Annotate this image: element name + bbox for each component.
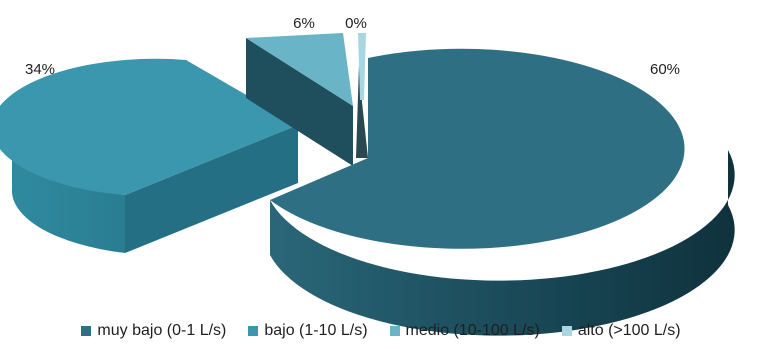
slice-alto (356, 33, 368, 158)
label-medio: 6% (293, 15, 315, 32)
legend-label-bajo: bajo (1-10 L/s) (264, 322, 368, 339)
legend-swatch-muy-bajo (81, 326, 92, 336)
legend-label-alto: alto (>100 L/s) (577, 322, 681, 339)
legend-item-bajo: bajo (1-10 L/s) (248, 322, 368, 340)
legend-item-muy-bajo: muy bajo (0-1 L/s) (81, 322, 226, 340)
slice-medio (246, 33, 353, 166)
legend-label-muy-bajo: muy bajo (0-1 L/s) (97, 322, 227, 339)
legend-item-alto: alto (>100 L/s) (561, 322, 681, 340)
slice-bajo-front-wall (125, 125, 298, 253)
slice-muy-bajo-top (270, 48, 685, 249)
label-bajo: 34% (25, 61, 55, 78)
label-muy-bajo: 60% (650, 61, 680, 78)
legend-swatch-bajo (248, 326, 259, 336)
slice-muy-bajo (270, 48, 735, 336)
legend-label-medio: medio (10-100 L/s) (405, 322, 540, 339)
legend: muy bajo (0-1 L/s) bajo (1-10 L/s) medio… (0, 318, 762, 344)
slice-medio-top (246, 33, 353, 106)
slice-medio-wall (246, 38, 353, 166)
legend-item-medio: medio (10-100 L/s) (389, 322, 540, 340)
legend-swatch-medio (389, 326, 400, 336)
slice-bajo (0, 58, 298, 253)
slice-bajo-top (0, 58, 298, 195)
label-alto: 0% (345, 15, 367, 32)
slice-alto-top (358, 33, 366, 100)
slice-muy-bajo-side (270, 150, 735, 336)
slice-bajo-side (11, 130, 126, 253)
legend-swatch-alto (561, 326, 572, 336)
